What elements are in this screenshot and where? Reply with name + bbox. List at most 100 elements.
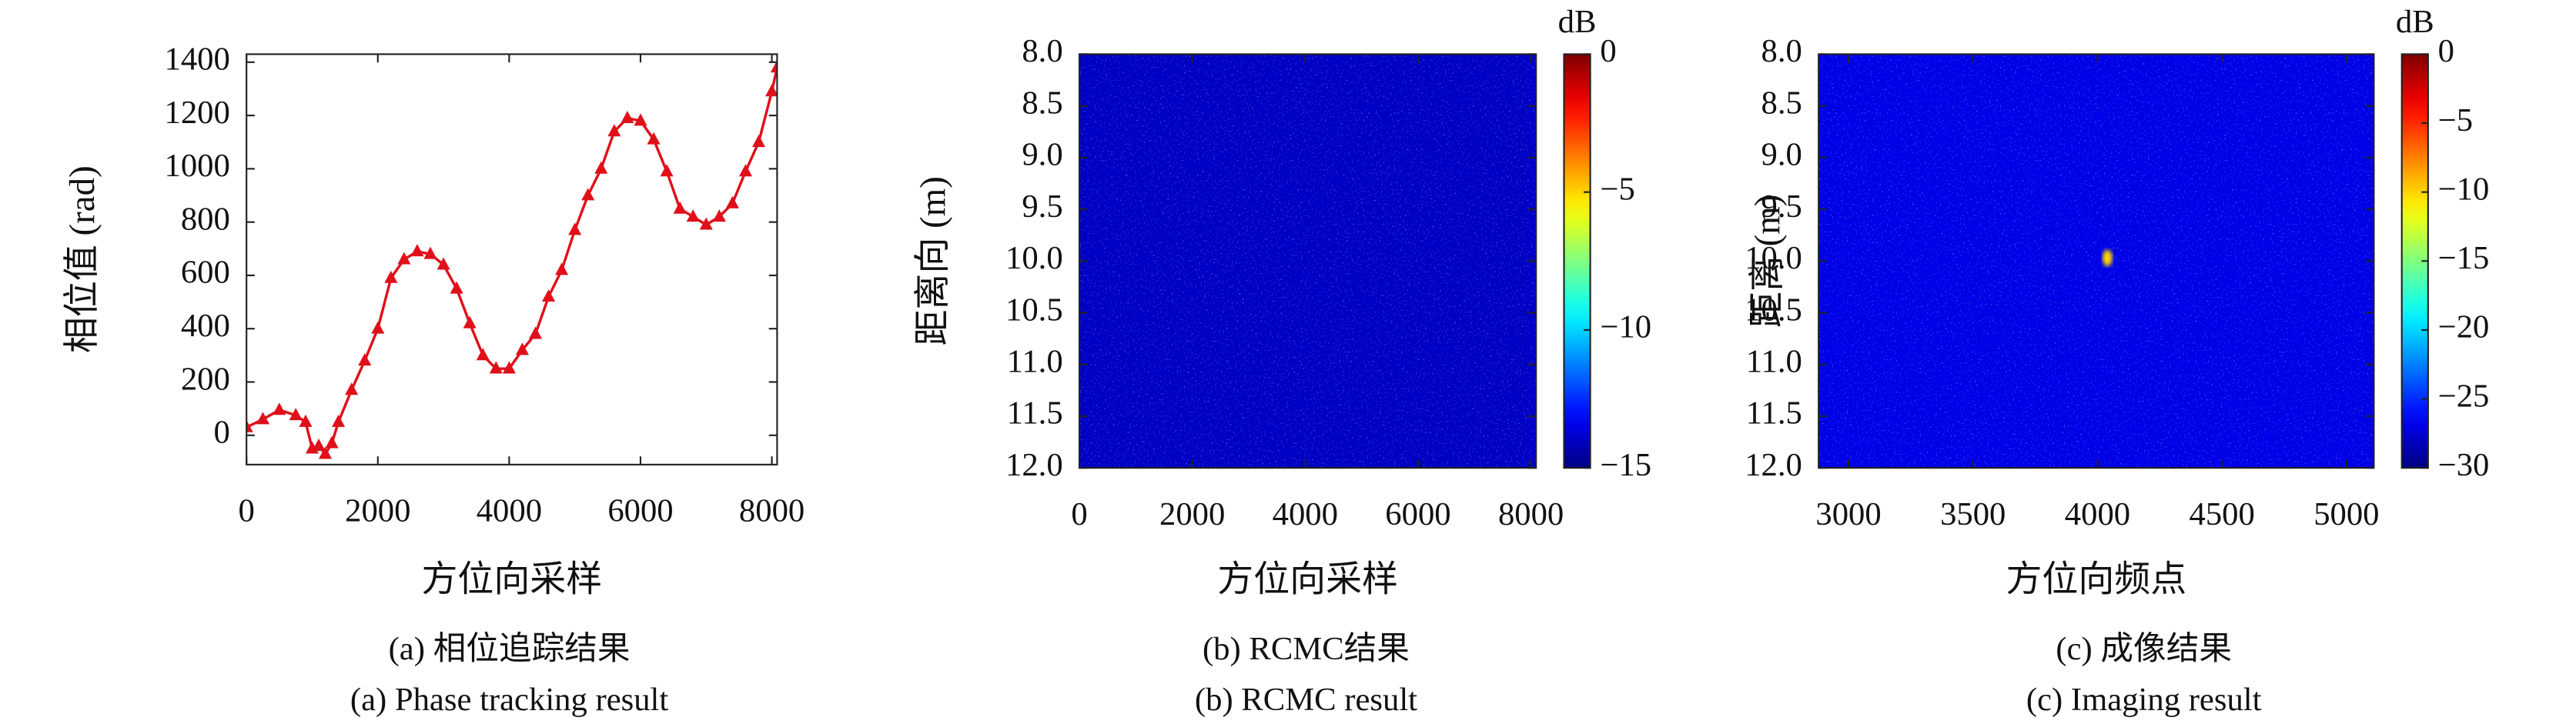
marker (312, 439, 326, 452)
colorbar-label: dB (2396, 4, 2434, 40)
marker (384, 270, 398, 283)
x-axis-label: 方位向采样 (1217, 559, 1398, 599)
x-tick-label: 6000 (607, 493, 673, 529)
y-tick-label: 8.0 (1022, 33, 1062, 69)
marker (712, 209, 726, 222)
y-tick-label: 11.0 (1007, 343, 1063, 379)
caption: (a) 相位追踪结果 (389, 630, 631, 667)
colorbar-frame (1563, 53, 1591, 469)
x-tick-label: 0 (239, 493, 255, 529)
y-tick-label: 600 (181, 255, 230, 291)
colorbar-label: dB (1558, 4, 1597, 40)
y-axis-label: 相位值 (rad) (62, 165, 102, 353)
x-axis-label: 方位向频点 (2006, 559, 2186, 599)
y-tick-label: 8.5 (1022, 85, 1062, 121)
y-tick-label: 1400 (165, 42, 230, 78)
x-tick-label: 8000 (739, 493, 805, 529)
caption-en: (a) Phase tracking result (350, 682, 669, 718)
marker (358, 353, 372, 366)
panel: 0 −5 −10 −15 −20 −25 −30 dB 3000 3500 4000 4500 5000… (1745, 4, 2489, 718)
y-tick-label: 10.0 (1745, 240, 1802, 276)
marker (289, 408, 303, 421)
y-tick-label: 800 (181, 201, 230, 237)
colorbar-tick-label: −20 (2438, 309, 2490, 345)
marker (621, 110, 634, 123)
y-tick-label: 0 (214, 415, 230, 451)
marker (476, 348, 490, 361)
noise-texture (1818, 54, 2374, 469)
colorbar-tick-label: −25 (2438, 378, 2490, 414)
marker (765, 84, 778, 97)
x-tick-label: 4000 (1273, 496, 1338, 532)
marker (738, 164, 752, 177)
marker (345, 382, 359, 395)
marker (246, 419, 253, 432)
noise-texture (1079, 54, 1537, 469)
y-tick-label: 8.0 (1761, 33, 1802, 69)
marker (647, 132, 661, 145)
y-tick-label: 11.5 (1007, 395, 1063, 432)
marker (256, 412, 270, 425)
point-target (2102, 249, 2113, 266)
y-tick-label: 400 (181, 308, 230, 344)
marker (673, 201, 687, 214)
colorbar-tick-label: 0 (2438, 33, 2454, 69)
y-tick-label: 12.0 (1745, 447, 1802, 483)
marker (528, 326, 543, 339)
line (246, 67, 778, 456)
plot-area (246, 60, 778, 459)
x-tick-label: 3000 (1815, 496, 1881, 532)
marker (770, 60, 778, 73)
x-tick-label: 3500 (1940, 496, 2006, 532)
x-tick-label: 4000 (477, 493, 542, 529)
y-tick-label: 1200 (165, 95, 230, 131)
marker (325, 435, 339, 449)
y-tick-label: 10.5 (1745, 292, 1802, 328)
y-tick-label: 200 (181, 361, 230, 397)
colorbar-tick-label: −5 (1600, 171, 1634, 207)
marker (568, 222, 582, 235)
panel: 0 2000 4000 6000 8000 0 200 400 600 800 1000 1200 14… (62, 42, 805, 718)
caption: (b) RCMC结果 (1203, 631, 1410, 667)
axes-frame (246, 53, 778, 465)
plot-area (1079, 54, 1537, 469)
marker (542, 289, 556, 302)
colorbar-tick-label: −10 (1600, 309, 1651, 345)
x-tick-label: 4000 (2065, 496, 2130, 532)
x-tick-label: 2000 (345, 493, 410, 529)
caption-en: (c) Imaging result (2026, 682, 2262, 718)
y-axis-label: 距离向 (m) (913, 176, 953, 345)
marker (686, 209, 700, 222)
caption-en: (b) RCMC result (1195, 682, 1417, 718)
marker (699, 217, 713, 230)
y-tick-label: 12.0 (1005, 447, 1063, 483)
marker (660, 164, 674, 177)
colorbar (1564, 54, 1591, 469)
y-tick-label: 9.0 (1022, 137, 1062, 173)
marker (371, 321, 385, 334)
marker (273, 402, 286, 415)
marker (581, 188, 595, 201)
y-tick-label: 9.0 (1761, 137, 1802, 173)
y-tick-label: 11.0 (1746, 343, 1802, 379)
y-tick-label: 11.5 (1746, 395, 1802, 432)
y-tick-label: 1000 (165, 148, 230, 184)
marker (410, 244, 424, 257)
marker (515, 342, 529, 355)
plot-area (1818, 54, 2374, 469)
y-tick-label: 10.5 (1005, 292, 1063, 328)
colorbar-tick-label: −15 (1600, 447, 1651, 483)
marker (450, 281, 463, 294)
caption: (c) 成像结果 (2056, 631, 2232, 667)
y-tick-label: 8.5 (1761, 85, 1802, 121)
marker (594, 161, 608, 174)
colorbar-tick-label: −15 (2438, 240, 2490, 276)
marker (397, 252, 411, 265)
marker (437, 257, 450, 270)
marker (319, 446, 333, 459)
x-tick-label: 5000 (2313, 496, 2379, 532)
marker (725, 195, 739, 209)
